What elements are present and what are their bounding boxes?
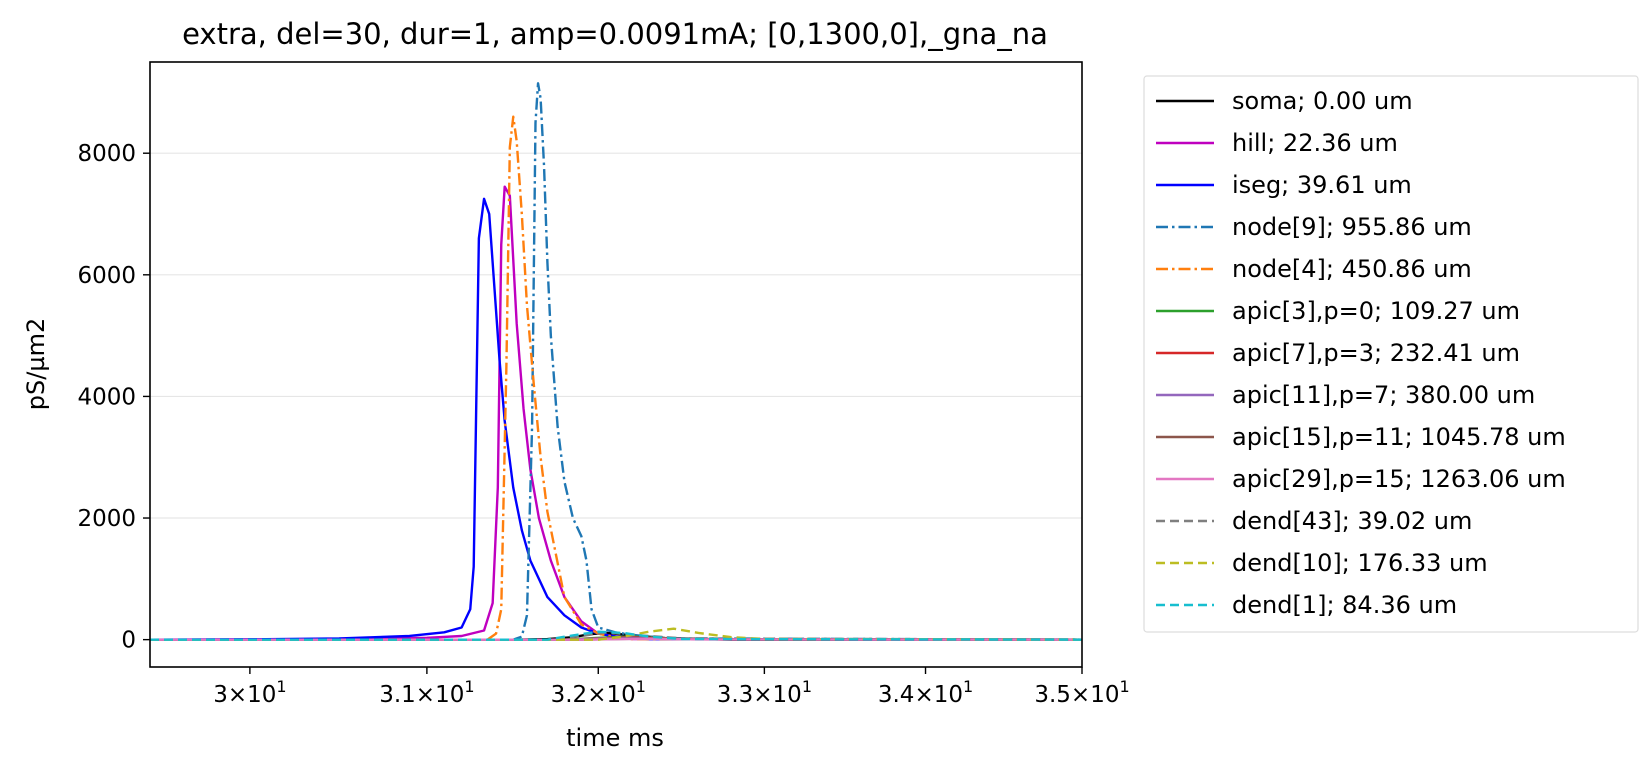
x-tick-label: 3×101 [213,677,286,708]
x-tick-label: 3.3×101 [717,677,812,708]
x-tick-times: ×10 [228,682,277,708]
x-axis-label: time ms [566,724,664,752]
x-tick-exponent: 1 [636,677,646,696]
series-line-4 [150,82,1082,641]
x-tick-label: 3.4×101 [878,677,973,708]
x-tick-mantissa: 3.3 [717,682,754,708]
legend-box [1143,75,1639,633]
plot-area [150,82,1082,641]
plot-frame [149,61,1083,668]
legend-label: apic[29],p=15; 1263.06 um [1232,465,1566,493]
x-tick-mantissa: 3.1 [379,682,416,708]
x-tick-exponent: 1 [802,677,812,696]
series-line-2 [150,185,1082,641]
y-tick-label: 4000 [77,384,136,410]
y-axis: 0 2000 4000 6000 8000 [77,141,150,654]
x-tick-label: 3.2×101 [551,677,646,708]
x-tick-label: 3.1×101 [379,677,474,708]
x-tick-times: ×10 [416,682,465,708]
x-tick-exponent: 1 [464,677,474,696]
x-tick-mantissa: 3 [213,682,228,708]
legend-label: dend[10]; 176.33 um [1232,549,1488,577]
legend-label: hill; 22.36 um [1232,129,1398,157]
grid-lines [150,152,1082,641]
legend-label: dend[43]; 39.02 um [1232,507,1472,535]
x-tick-times: ×10 [914,682,963,708]
series-line-5 [150,115,1082,641]
legend-label: apic[3],p=0; 109.27 um [1232,297,1520,325]
x-tick-exponent: 1 [276,677,286,696]
series-line-10 [150,637,1082,641]
x-tick-exponent: 1 [963,677,973,696]
chart-title: extra, del=30, dur=1, amp=0.0091mA; [0,1… [182,17,1048,51]
y-tick-label: 6000 [77,263,136,289]
x-tick-exponent: 1 [1119,677,1129,696]
y-tick-label: 8000 [77,141,136,167]
x-tick-times: ×10 [1071,682,1120,708]
legend-label: soma; 0.00 um [1232,87,1413,115]
legend-label: iseg; 39.61 um [1232,171,1412,199]
legend-label: dend[1]; 84.36 um [1232,591,1457,619]
legend-label: apic[15],p=11; 1045.78 um [1232,423,1566,451]
legend-label: node[4]; 450.86 um [1232,255,1472,283]
series-line-3 [150,197,1082,641]
y-tick-label: 2000 [77,506,136,532]
x-tick-times: ×10 [753,682,802,708]
legend: soma; 0.00 um hill; 22.36 um iseg; 39.61 u… [1143,75,1639,633]
x-tick-mantissa: 3.5 [1034,682,1071,708]
x-tick-mantissa: 3.4 [878,682,915,708]
legend-label: apic[7],p=3; 232.41 um [1232,339,1520,367]
x-tick-label: 3.5×101 [1034,677,1129,708]
y-tick-label: 0 [121,628,136,654]
x-axis: 3×101 3.1×101 3.2×101 3.3×101 3.4×101 3.5×101 [213,667,1130,708]
y-axis-label: pS/µm2 [22,318,50,410]
x-tick-mantissa: 3.2 [551,682,588,708]
x-tick-times: ×10 [587,682,636,708]
legend-label: apic[11],p=7; 380.00 um [1232,381,1535,409]
legend-label: node[9]; 955.86 um [1232,213,1472,241]
